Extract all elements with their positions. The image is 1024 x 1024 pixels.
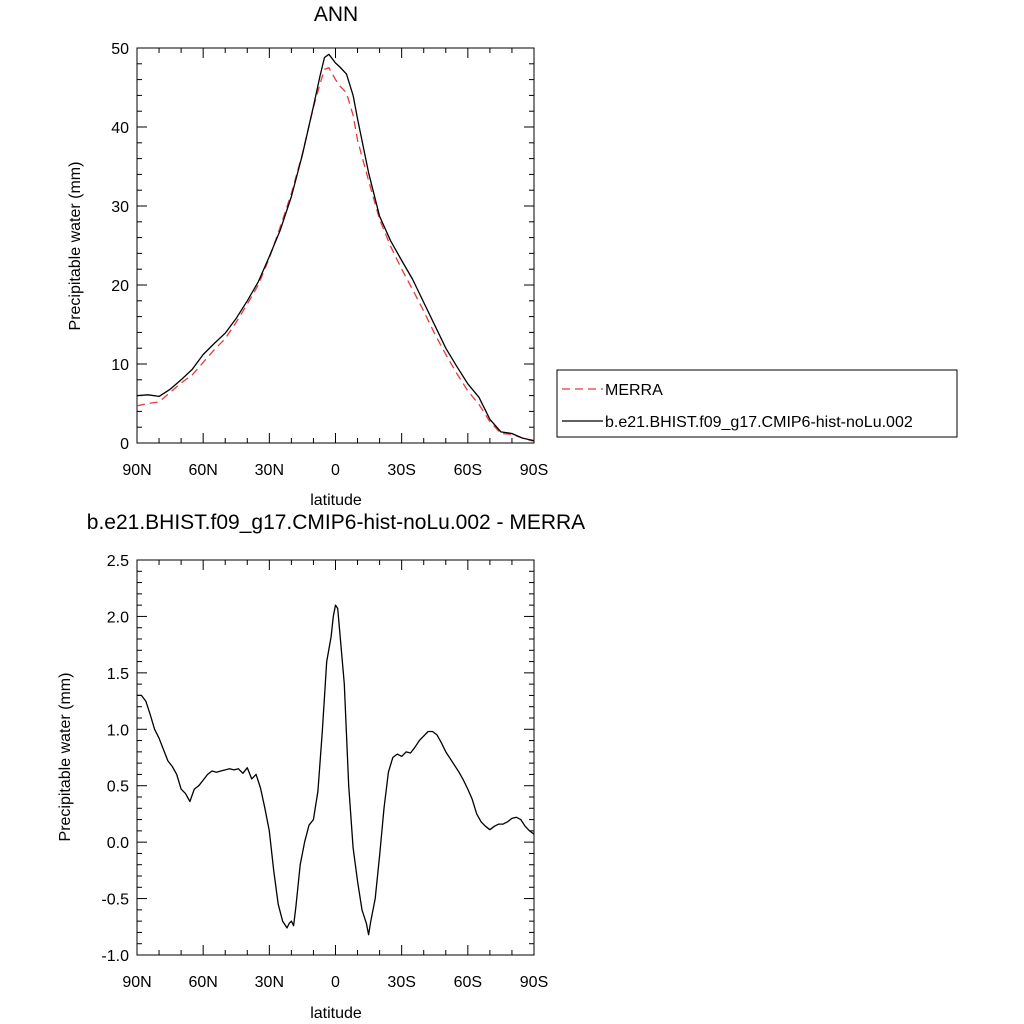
top-x-tick-label: 90S: [520, 462, 548, 479]
top-x-tick-label: 30S: [387, 462, 415, 479]
bottom-y-axis-label: Precipitable water (mm): [57, 673, 74, 842]
top-x-tick-label: 60S: [454, 462, 482, 479]
top-chart: ANN 90N 60N 30N 0 30S 60S 90S 0 10 20 30 40 50 latit…: [67, 3, 958, 509]
top-y-tick-label: 0: [120, 436, 129, 453]
bottom-y-tick-label: -1.0: [101, 948, 129, 965]
bottom-y-tick-label: 2.5: [107, 553, 129, 570]
bottom-x-tick-label: 30N: [255, 974, 284, 991]
bottom-x-tick-label: 60N: [188, 974, 217, 991]
top-x-tick-label: 30N: [255, 462, 284, 479]
bottom-x-tick-label: 60S: [454, 974, 482, 991]
bottom-series-line-0: [137, 604, 535, 936]
top-ticks: 90N 60N 30N 0 30S 60S 90S 0 10 20 30 40 50: [111, 41, 548, 479]
bottom-y-tick-label: 0.5: [107, 779, 129, 796]
top-y-tick-label: 50: [111, 41, 129, 58]
bottom-y-tick-label: 0.0: [107, 835, 129, 852]
top-y-axis-label: Precipitable water (mm): [67, 162, 84, 331]
bottom-y-tick-label: -0.5: [101, 892, 129, 909]
bottom-y-tick-label: 1.5: [107, 666, 129, 683]
bottom-y-tick-label: 2.0: [107, 609, 129, 626]
bottom-x-tick-label: 90S: [520, 974, 548, 991]
top-x-tick-label: 0: [331, 462, 340, 479]
top-series-line-0: [136, 67, 535, 443]
legend-box: [556, 369, 958, 438]
bottom-chart-title: b.e21.BHIST.f09_g17.CMIP6-hist-noLu.002 …: [87, 511, 585, 534]
bottom-ticks: 90N 60N 30N 0 30S 60S 90S -1.0 -0.5 0.0 0.5 1.0 1.5 2…: [101, 553, 548, 991]
bottom-x-tick-label: 30S: [387, 974, 415, 991]
top-x-tick-label: 60N: [188, 462, 217, 479]
top-y-tick-label: 20: [111, 278, 129, 295]
legend-label-model: b.e21.BHIST.f09_g17.CMIP6-hist-noLu.002: [605, 414, 913, 431]
top-y-tick-label: 30: [111, 199, 129, 216]
top-y-tick-label: 40: [111, 120, 129, 137]
top-x-axis-label: latitude: [310, 492, 362, 509]
legend: MERRA b.e21.BHIST.f09_g17.CMIP6-hist-noL…: [556, 369, 958, 438]
bottom-x-tick-label: 0: [331, 974, 340, 991]
bottom-chart: b.e21.BHIST.f09_g17.CMIP6-hist-noLu.002 …: [57, 511, 585, 1022]
top-series-group: [136, 53, 535, 443]
top-series-line-1: [136, 53, 535, 442]
bottom-series-group: [137, 604, 535, 936]
top-x-tick-label: 90N: [122, 462, 151, 479]
top-plot-frame: [136, 47, 535, 444]
top-y-tick-label: 10: [111, 357, 129, 374]
legend-label-merra: MERRA: [605, 382, 663, 399]
top-chart-title: ANN: [314, 3, 358, 26]
bottom-x-tick-label: 90N: [122, 974, 151, 991]
bottom-y-tick-label: 1.0: [107, 722, 129, 739]
bottom-plot-frame: [136, 559, 535, 956]
bottom-x-axis-label: latitude: [310, 1005, 362, 1022]
